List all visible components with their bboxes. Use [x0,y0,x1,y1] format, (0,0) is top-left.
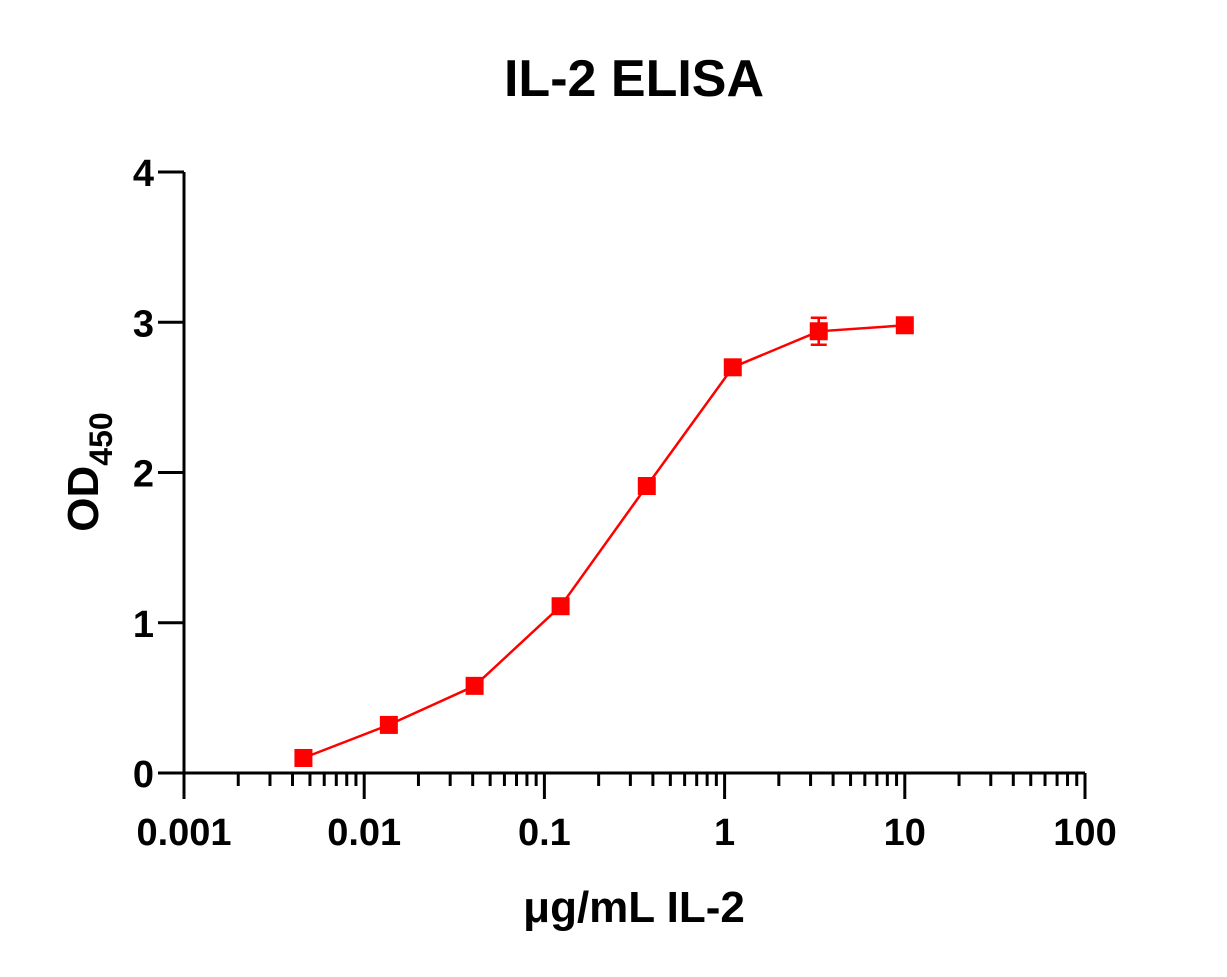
x-tick-label: 0.001 [136,812,231,854]
y-tick-label: 2 [133,454,154,496]
data-point [809,322,828,341]
svg-text:OD450: OD450 [59,412,119,531]
x-tick-label: 1 [714,812,735,854]
series-layer [294,316,914,767]
data-point [379,715,398,734]
x-axis-label: μg/mL IL-2 [523,883,745,932]
y-tick-label: 1 [133,604,154,646]
y-tick-label: 4 [133,153,154,195]
y-axis-label-sub: 450 [83,412,119,465]
data-point [637,477,656,496]
y-ticks: 0 1 2 3 4 [133,153,184,796]
x-tick-label: 0.01 [327,812,401,854]
y-axis-label-main: OD [59,466,108,532]
y-axis-label: OD450 [59,412,119,531]
series-line [302,324,905,760]
data-point [723,358,742,377]
data-point [551,597,570,616]
x-tick-label: 10 [884,812,926,854]
y-tick-label: 0 [133,754,154,796]
chart-title: IL-2 ELISA [504,50,764,108]
x-tick-label: 100 [1053,812,1116,854]
x-ticks: 0.001 0.01 0.1 1 10 100 [136,773,1117,854]
data-point [294,748,313,767]
data-point [465,676,484,695]
y-tick-label: 3 [133,303,154,345]
x-tick-label: 0.1 [518,812,571,854]
data-point [895,316,914,335]
